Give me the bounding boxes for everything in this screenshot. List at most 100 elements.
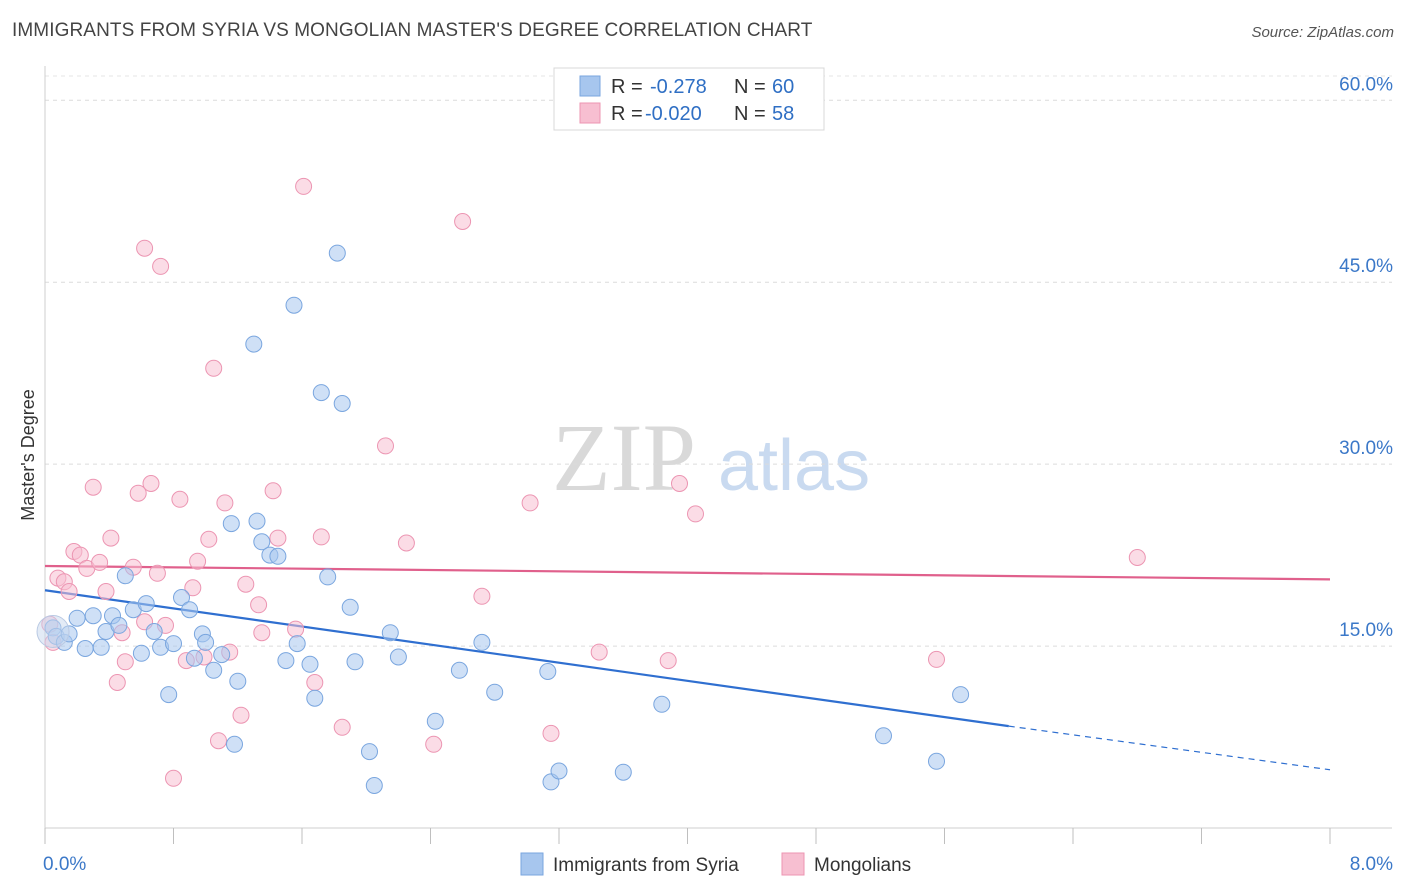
point-mongolians [129,484,147,502]
legend-n-label-mongolians: N = [734,103,766,125]
point-syria [319,568,337,586]
y-tick-label: 15.0% [1339,620,1393,641]
point-syria [312,384,330,402]
point-mongolians [116,653,134,671]
point-mongolians [148,564,166,582]
bottom-legend-swatch-mongolians [781,852,805,876]
point-mongolians [91,553,109,571]
point-syria [137,595,155,613]
point-mongolians [253,624,271,642]
point-mongolians [216,494,234,512]
point-mongolians [184,579,202,597]
point-mongolians [205,359,223,377]
point-mongolians [264,482,282,500]
trend-line-syria-extension [1008,725,1331,771]
point-mongolians [659,652,677,670]
point-mongolians [687,505,704,523]
point-syria [185,649,203,667]
point-syria [928,752,945,770]
trend-lines [44,564,1331,771]
point-syria [288,635,306,653]
trend-line-syria [44,589,1009,728]
point-syria [653,695,671,713]
point-mongolians [1128,549,1146,566]
point-syria [253,533,271,551]
point-mongolians [295,177,313,195]
point-syria [450,661,468,679]
point-syria [92,638,110,656]
point-mongolians [232,706,250,724]
legend-r-label-mongolians: R = [611,103,643,125]
watermark-atlas: atlas [718,426,870,506]
point-mongolians [269,529,287,547]
point-syria [197,633,215,651]
stats-legend: R = -0.278 N = 60 R = -0.020 N = 58 [553,67,825,131]
point-mongolians [152,257,170,275]
point-mongolians [171,490,189,508]
legend-swatch-mongolians [579,102,601,124]
grid-lines [45,75,1392,647]
point-syria [248,512,266,530]
bottom-legend-syria: Immigrants from Syria [553,855,739,876]
point-syria [173,589,190,606]
point-syria [84,607,102,625]
point-syria [132,644,150,662]
axes: 15.0% 30.0% 45.0% 60.0% 0.0% 8.0% [43,66,1393,875]
point-syria [426,712,444,730]
point-mongolians [542,724,560,742]
point-syria [181,601,199,619]
point-mongolians [454,213,472,230]
watermark-zip: ZIP [552,404,696,511]
point-mongolians [671,475,688,492]
point-mongolians [136,239,154,257]
point-mongolians [377,437,394,455]
point-mongolians [102,529,120,547]
point-mongolians [142,475,160,492]
y-tick-label: 45.0% [1339,256,1393,277]
y-axis-label: Master's Degree [18,389,38,520]
point-syria [333,395,351,412]
point-syria [68,609,86,627]
point-mongolians [928,650,945,668]
point-syria [245,335,263,353]
point-mongolians [60,583,78,600]
point-syria [614,763,632,781]
point-mongolians [84,478,102,496]
point-mongolians [97,583,115,600]
point-syria [160,686,178,704]
point-syria [165,635,182,653]
legend-r-value-syria: -0.278 [650,76,707,98]
point-syria [301,655,319,673]
source-credit: Source: ZipAtlas.com [1251,24,1394,41]
point-syria [213,646,231,664]
point-syria [365,777,383,794]
y-tick-label: 30.0% [1339,438,1393,459]
point-mongolians [397,534,415,552]
point-mongolians [473,587,491,605]
point-syria [952,686,970,704]
chart-title: IMMIGRANTS FROM SYRIA VS MONGOLIAN MASTE… [12,20,813,41]
point-mongolians [165,769,182,787]
point-syria [222,515,240,533]
point-cluster [36,615,70,649]
point-syria [205,661,223,679]
point-syria [389,648,407,666]
point-mongolians [521,494,539,512]
point-syria [381,624,399,642]
x-tick-label-max: 8.0% [1350,854,1393,875]
point-mongolians [312,528,330,546]
point-mongolians [590,643,608,661]
point-syria [226,735,243,753]
point-mongolians [287,620,305,638]
point-syria [110,616,128,634]
series-legend: Immigrants from Syria Mongolians [520,852,911,876]
y-tick-label: 60.0% [1339,74,1393,95]
point-syria [875,727,892,745]
legend-r-value-mongolians: -0.020 [645,103,702,125]
point-syria [539,663,557,680]
point-syria [328,244,346,262]
bottom-legend-swatch-syria [520,852,544,876]
legend-swatch-syria [579,75,601,97]
point-syria [285,296,303,314]
point-mongolians [189,552,207,570]
